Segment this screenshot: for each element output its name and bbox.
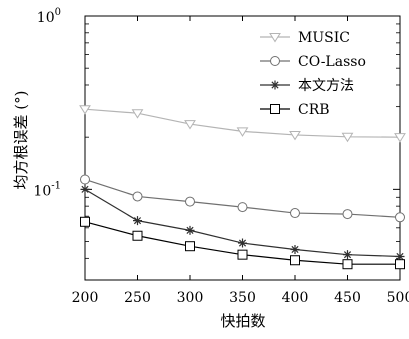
data-point [131, 109, 144, 119]
data-point [270, 80, 280, 90]
legend: MUSIC CO-Lasso 本文方法 CRB [260, 30, 366, 118]
legend-entry: MUSIC [260, 30, 350, 46]
series-square [80, 216, 405, 270]
axes: 200 250 300 350 400 450 500 100 10-1 [33, 7, 409, 306]
data-point [395, 212, 405, 223]
data-point [237, 249, 248, 260]
data-point [341, 132, 354, 143]
data-point [342, 209, 353, 220]
x-tick-label: 200 [72, 290, 99, 306]
data-point [237, 202, 248, 213]
data-point [270, 104, 280, 114]
data-point [395, 259, 405, 270]
x-tick-label: 350 [229, 290, 256, 306]
data-point [289, 130, 301, 141]
legend-entry: 本文方法 [260, 78, 354, 94]
legend-label: CRB [298, 102, 330, 118]
data-point [290, 208, 300, 219]
data-point [394, 133, 406, 143]
x-tick-label: 300 [177, 290, 204, 306]
data-point [236, 127, 249, 137]
legend-entry: CRB [260, 102, 330, 118]
data-point [132, 191, 143, 202]
data-point [238, 238, 247, 248]
series-layer [79, 105, 406, 270]
x-tick-label: 250 [124, 290, 151, 306]
series-star [80, 184, 405, 261]
data-point [79, 105, 91, 115]
legend-label: MUSIC [298, 30, 350, 46]
legend-label: CO-Lasso [298, 54, 366, 70]
data-point [343, 250, 352, 260]
y-tick-label: 100 [37, 7, 61, 26]
legend-label: 本文方法 [298, 78, 354, 94]
data-point [80, 174, 90, 185]
y-tick-label: 10-1 [33, 180, 61, 199]
series-triangle-down [79, 105, 406, 143]
data-point [185, 196, 195, 207]
data-point [185, 241, 195, 252]
data-point [80, 184, 90, 194]
data-point [290, 255, 300, 266]
data-point [342, 259, 353, 270]
legend-entry: CO-Lasso [260, 54, 366, 70]
data-point [269, 33, 281, 43]
data-point [184, 120, 196, 130]
x-tick-label: 400 [282, 290, 309, 306]
data-point [133, 216, 142, 226]
x-tick-label: 500 [387, 290, 409, 306]
series-circle [80, 174, 405, 223]
x-tick-label: 450 [334, 290, 361, 306]
data-point [395, 251, 405, 261]
data-point [185, 225, 195, 235]
y-axis-label: 均方根误差 (°) [12, 91, 30, 190]
data-point [132, 230, 143, 241]
data-point [270, 56, 280, 66]
x-axis-label: 快拍数 [220, 312, 265, 330]
data-point [290, 244, 300, 254]
data-point [80, 216, 90, 227]
